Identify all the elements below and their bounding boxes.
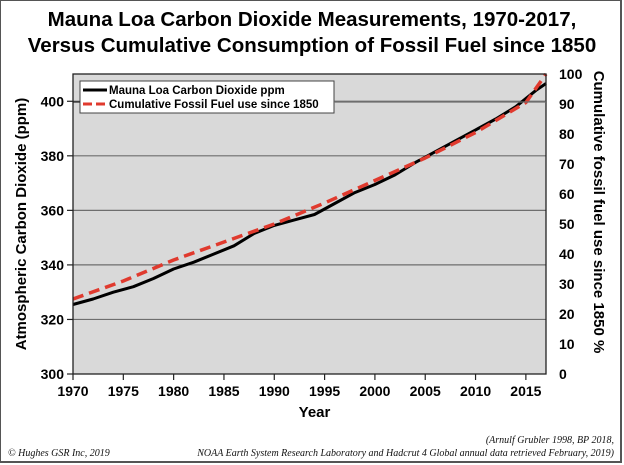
series-line-co2 bbox=[72, 82, 547, 306]
y2-tick-label: 100 bbox=[559, 66, 583, 82]
legend: Mauna Loa Carbon Dioxide ppm Cumulative … bbox=[73, 80, 546, 114]
y-tick-label: 360 bbox=[41, 202, 65, 218]
chart-title: Mauna Loa Carbon Dioxide Measurements, 1… bbox=[47, 8, 577, 31]
y-axis-right: 0 10 20 30 40 50 60 70 80 90 100 bbox=[559, 66, 583, 382]
y-tick-label: 380 bbox=[41, 148, 65, 164]
x-tick-label: 2005 bbox=[410, 383, 441, 399]
legend-label-co2: Mauna Loa Carbon Dioxide ppm bbox=[109, 85, 285, 97]
y-tick-label: 300 bbox=[41, 366, 65, 382]
x-tick-label: 2015 bbox=[510, 383, 541, 399]
x-axis-title: Year bbox=[299, 404, 331, 421]
y2-tick-label: 90 bbox=[559, 96, 575, 112]
series-line-fossil-fuel bbox=[72, 72, 548, 301]
y-tick-label: 340 bbox=[41, 257, 65, 273]
x-tick-label: 1995 bbox=[309, 383, 340, 399]
x-axis: 1970 1975 1980 1985 1990 1995 2000 2005 2010 2015 bbox=[57, 374, 542, 399]
x-tick-label: 2000 bbox=[359, 383, 390, 399]
y2-tick-label: 0 bbox=[559, 366, 567, 382]
legend-label-fossil-fuel: Cumulative Fossil Fuel use since 1850 bbox=[109, 99, 319, 111]
legend-box bbox=[79, 80, 335, 114]
x-tick-label: 1980 bbox=[158, 383, 189, 399]
y-axis-title: Atmospheric Carbon Dioxide (ppm) bbox=[13, 98, 30, 351]
source-note-line-2: NOAA Earth System Research Laboratory an… bbox=[197, 448, 614, 459]
source-note-line-1: (Arnulf Grubler 1998, BP 2018, bbox=[485, 435, 614, 446]
y2-tick-label: 80 bbox=[559, 126, 575, 142]
y2-tick-label: 40 bbox=[559, 246, 575, 262]
x-tick-label: 2010 bbox=[460, 383, 491, 399]
y-axis-left: 300 320 340 360 380 400 bbox=[41, 93, 73, 382]
series-group bbox=[72, 72, 548, 306]
x-tick-label: 1975 bbox=[108, 383, 139, 399]
y2-tick-label: 50 bbox=[559, 216, 575, 232]
x-tick-label: 1970 bbox=[57, 383, 88, 399]
plot-area bbox=[73, 74, 546, 374]
chart-subtitle: Versus Cumulative Consumption of Fossil … bbox=[27, 34, 597, 57]
x-tick-label: 1990 bbox=[259, 383, 290, 399]
y2-axis-title: Cumulative fossil fuel use since 1850 % bbox=[590, 71, 607, 354]
y2-tick-label: 10 bbox=[559, 336, 575, 352]
y2-tick-label: 60 bbox=[559, 186, 575, 202]
copyright-credit: © Hughes GSR Inc, 2019 bbox=[8, 448, 110, 459]
y-tick-label: 320 bbox=[41, 311, 65, 327]
y2-tick-label: 30 bbox=[559, 276, 575, 292]
y2-tick-label: 20 bbox=[559, 306, 575, 322]
plot-border bbox=[72, 73, 547, 375]
x-tick-label: 1985 bbox=[208, 383, 239, 399]
y2-tick-label: 70 bbox=[559, 156, 575, 172]
y-tick-label: 400 bbox=[41, 93, 65, 109]
